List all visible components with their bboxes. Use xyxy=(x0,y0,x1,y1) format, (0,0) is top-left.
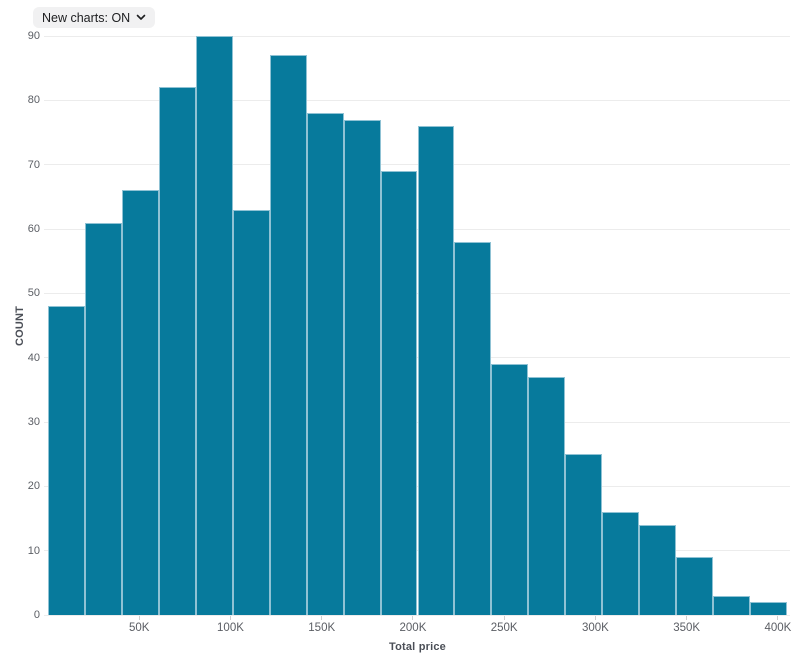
histogram-plot-area xyxy=(48,36,787,615)
histogram-bar[interactable] xyxy=(232,209,270,615)
histogram-bar[interactable] xyxy=(158,87,196,615)
gridline-y-90 xyxy=(44,35,790,37)
y-tick-label-80: 80 xyxy=(27,94,40,107)
x-tick-mark-100K xyxy=(229,616,231,620)
histogram-bar[interactable] xyxy=(343,119,381,615)
chevron-down-icon xyxy=(136,14,146,21)
y-tick-label-30: 30 xyxy=(27,416,40,428)
x-tick-label-300K: 300K xyxy=(581,622,609,634)
x-axis-title-box: Total price xyxy=(48,639,787,654)
histogram-bar[interactable] xyxy=(454,241,492,615)
x-tick-mark-350K xyxy=(686,616,688,620)
histogram-bar[interactable] xyxy=(269,55,307,615)
y-tick-label-20: 20 xyxy=(27,480,40,493)
histogram-bar[interactable] xyxy=(306,113,344,615)
x-tick-label-150K: 150K xyxy=(308,622,336,634)
x-tick-label-50K: 50K xyxy=(129,622,150,634)
histogram-bar[interactable] xyxy=(602,512,640,615)
histogram-bar[interactable] xyxy=(380,171,418,615)
histogram-bar[interactable] xyxy=(417,126,455,615)
y-tick-label-90: 90 xyxy=(27,30,40,42)
x-tick-mark-250K xyxy=(503,616,505,620)
x-tick-label-200K: 200K xyxy=(399,622,427,634)
new-charts-toggle-label: New charts: ON xyxy=(42,10,131,25)
x-tick-mark-150K xyxy=(321,616,323,620)
y-tick-label-0: 0 xyxy=(33,609,40,621)
x-tick-mark-300K xyxy=(594,616,596,620)
x-tick-mark-200K xyxy=(412,616,414,620)
y-tick-label-10: 10 xyxy=(27,544,40,557)
y-axis-tick-labels: 0 10 20 30 40 50 60 70 80 90 xyxy=(0,30,40,621)
histogram-bar[interactable] xyxy=(713,595,751,615)
x-tick-label-400K: 400K xyxy=(764,622,792,634)
y-tick-label-50: 50 xyxy=(27,287,40,300)
x-axis-title: Total price xyxy=(388,641,446,653)
x-tick-label-100K: 100K xyxy=(217,622,244,634)
gridline-y-70 xyxy=(44,164,790,166)
histogram-bar[interactable] xyxy=(491,364,529,615)
histogram-bar[interactable] xyxy=(48,306,85,615)
y-tick-label-40: 40 xyxy=(27,351,40,364)
x-tick-mark-400K xyxy=(777,616,779,620)
y-tick-label-70: 70 xyxy=(27,158,40,171)
histogram-bar[interactable] xyxy=(528,376,566,615)
histogram-bar[interactable] xyxy=(565,454,603,615)
gridline-y-80 xyxy=(44,99,790,101)
x-tick-label-250K: 250K xyxy=(490,622,518,634)
gridline-y-0 xyxy=(44,614,790,616)
new-charts-toggle[interactable]: New charts: ON xyxy=(33,7,156,28)
y-tick-label-60: 60 xyxy=(27,223,40,235)
x-tick-mark-50K xyxy=(138,616,140,620)
histogram-bar[interactable] xyxy=(121,190,159,615)
histogram-bar[interactable] xyxy=(750,602,787,615)
x-axis-tick-marks xyxy=(48,615,787,621)
histogram-bar[interactable] xyxy=(676,557,714,615)
x-tick-label-350K: 350K xyxy=(673,622,701,634)
histogram-bar[interactable] xyxy=(84,222,122,615)
histogram-bar[interactable] xyxy=(195,36,233,615)
histogram-bar[interactable] xyxy=(639,524,677,615)
x-axis-tick-labels: 50K 100K 150K 200K 250K 300K 350K 400K xyxy=(48,621,791,635)
